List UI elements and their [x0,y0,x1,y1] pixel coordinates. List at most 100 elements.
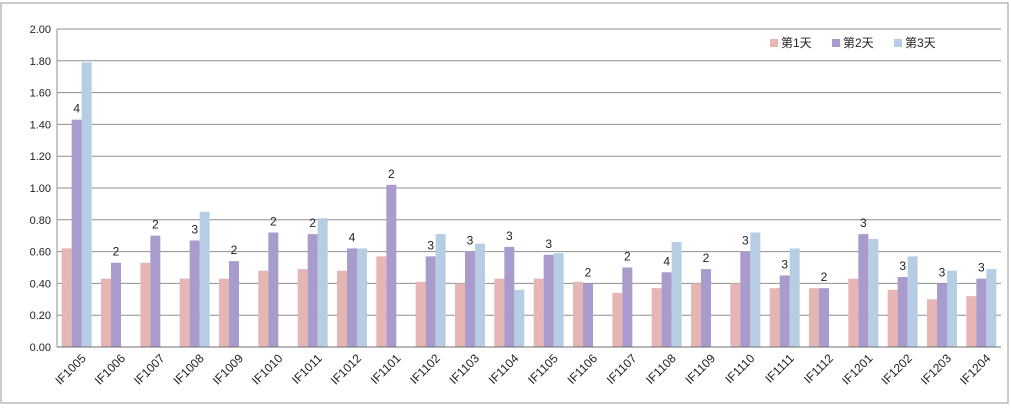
bar-IF1201-series-1 [848,278,859,347]
bar-IF1102-series-3 [435,234,446,347]
data-label: 2 [309,216,316,230]
bar-IF1108-series-3 [671,242,682,347]
bar-IF1005-series-3 [81,62,92,347]
bar-IF1104-series-2 [504,246,515,347]
bar-IF1203-series-2 [937,283,947,347]
bar-IF1112-series-1 [809,288,819,347]
bar-IF1011-series-1 [297,269,308,347]
bar-IF1203-series-3 [947,270,957,347]
data-label: 4 [73,102,80,116]
bar-IF1008-series-1 [179,278,190,347]
bar-IF1011-series-2 [307,234,318,347]
legend-swatch [894,39,902,47]
bar-IF1203-series-1 [927,299,937,347]
y-axis: 0.00 0.20 0.40 0.60 0.80 1.00 1.20 1.40 1.60 1.80… [30,24,58,354]
bar-IF1111-series-2 [779,275,790,347]
data-label: 3 [506,229,513,243]
bar-IF1008-series-3 [199,211,210,347]
bar-IF1112-series-2 [819,288,829,347]
bar-IF1005-series-2 [71,119,82,347]
bar-IF1111-series-1 [769,288,780,347]
data-label: 4 [349,230,356,244]
y-tick-label: 0.00 [30,342,51,354]
data-label: 4 [663,254,670,268]
bar-IF1107-series-2 [622,267,633,347]
data-labels: 4 2 2 3 2 2 2 4 2 3 3 3 3 2 2 4 2 3 3 2 3 3 3 3 [73,102,985,285]
data-label: 3 [781,257,788,271]
bar-IF1102-series-2 [425,256,436,347]
bar-IF1110-series-2 [740,251,751,347]
bar-IF1104-series-1 [494,278,505,347]
y-tick-label: 1.20 [30,151,51,163]
bar-IF1106-series-1 [573,281,583,347]
bar-IF1103-series-1 [455,283,465,347]
bar-IF1204-series-2 [976,278,987,347]
bar-IF1204-series-3 [986,269,997,347]
data-label: 3 [467,234,474,248]
bar-IF1110-series-3 [750,232,761,347]
bar-IF1108-series-1 [651,288,662,347]
y-tick-label: 1.00 [30,183,51,195]
legend: 第1天 第2天 第3天 [770,36,936,50]
bar-IF1110-series-1 [730,283,741,347]
data-label: 3 [742,234,749,248]
bar-IF1009-series-2 [229,261,239,347]
bar-IF1109-series-2 [701,269,711,347]
bar-IF1008-series-2 [189,240,200,347]
legend-item-label: 第1天 [781,36,812,50]
data-label: 3 [899,259,906,273]
bar-IF1005-series-1 [61,248,72,347]
bar-IF1007-series-1 [140,262,151,347]
data-label: 2 [270,215,277,229]
y-tick-label: 2.00 [30,24,51,36]
data-label: 2 [152,218,159,232]
bar-IF1105-series-1 [533,278,544,347]
data-label: 2 [821,270,828,284]
data-label: 2 [585,265,592,279]
data-label: 3 [427,238,434,252]
bar-IF1010-series-2 [268,232,279,347]
data-label: 2 [231,243,238,257]
bar-IF1012-series-3 [357,248,367,347]
bar-IF1006-series-2 [111,262,121,347]
bar-IF1202-series-1 [887,289,898,347]
y-tick-label: 1.60 [30,88,51,100]
bar-IF1104-series-3 [514,289,525,347]
bar-IF1103-series-2 [465,251,475,347]
data-label: 2 [703,251,710,265]
bar-IF1201-series-2 [858,234,869,347]
legend-item-label: 第3天 [905,36,936,50]
bar-IF1111-series-3 [789,248,800,347]
legend-swatch [832,39,840,47]
bar-IF1105-series-2 [543,254,554,347]
legend-swatch [770,39,778,47]
bar-IF1103-series-3 [475,243,485,347]
y-tick-label: 1.40 [30,119,51,131]
data-label: 2 [624,250,631,264]
bar-IF1202-series-3 [907,256,918,347]
y-tick-label: 0.40 [30,278,51,290]
bar-IF1102-series-1 [415,281,426,347]
y-tick-label: 0.60 [30,247,51,259]
bars [61,62,997,347]
bar-IF1009-series-1 [219,278,229,347]
bar-IF1010-series-1 [258,270,269,347]
data-label: 3 [860,216,867,230]
data-label: 3 [545,237,552,251]
bar-IF1109-series-1 [691,283,701,347]
bar-IF1012-series-1 [337,270,347,347]
data-label: 3 [939,265,946,279]
bar-IF1006-series-1 [101,278,111,347]
data-label: 2 [113,245,120,259]
bar-IF1106-series-2 [583,283,593,347]
bar-IF1012-series-2 [347,248,357,347]
bar-IF1107-series-1 [612,292,623,347]
bar-IF1105-series-3 [553,253,564,347]
bar-IF1011-series-3 [317,218,328,347]
bar-IF1201-series-3 [868,238,879,347]
y-tick-label: 1.80 [30,56,51,68]
bar-IF1101-series-1 [376,256,387,347]
bar-IF1007-series-2 [150,235,161,347]
bar-IF1202-series-2 [897,277,908,347]
